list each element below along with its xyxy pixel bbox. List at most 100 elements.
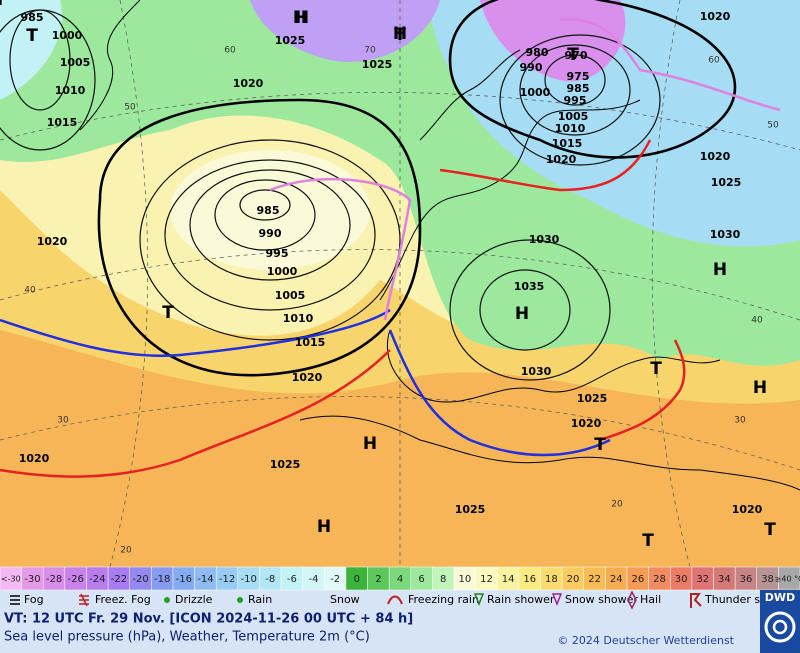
pressure-center: T	[650, 359, 662, 379]
legend-icon	[79, 593, 89, 607]
scale-label: -6	[287, 574, 297, 585]
scale-label: -8	[265, 574, 275, 585]
isobar-label: 1010	[283, 312, 314, 325]
legend-icon	[627, 590, 637, 610]
isobar-label: 1020	[37, 235, 68, 248]
legend-label: Freez. Fog	[95, 593, 151, 606]
scale-label: 24	[610, 574, 623, 585]
isobar-label: 1025	[275, 34, 306, 47]
legend-icon	[473, 593, 485, 607]
map: 9851000100510101015H10251020H10259809909…	[0, 0, 800, 567]
isobar-label: 1000	[267, 265, 298, 278]
description: Sea level pressure (hPa), Weather, Tempe…	[4, 630, 370, 645]
legend-icon	[551, 593, 563, 607]
logo-swirl	[764, 611, 796, 643]
pressure-center: T	[642, 531, 654, 551]
scale-label: -18	[154, 574, 170, 585]
isobar-label: 1020	[700, 150, 731, 163]
scale-label: 32	[696, 574, 709, 585]
cold-front	[0, 308, 391, 357]
isobar-label: 1005	[558, 110, 589, 123]
pressure-center: H	[293, 8, 307, 28]
scale-label: 28	[653, 574, 666, 585]
scale-label: -22	[111, 574, 127, 585]
isobar-label: 1020	[19, 452, 50, 465]
graticule-label: 60	[708, 56, 720, 66]
isobar-label: 1025	[270, 458, 301, 471]
scale-label: 10	[458, 574, 471, 585]
isobar-label: 1020	[292, 371, 323, 384]
isobar-label: 1015	[47, 116, 78, 129]
logo-swirl	[772, 619, 788, 635]
warm-front	[439, 139, 652, 192]
isobar-label: 1025	[711, 176, 742, 189]
graticule-label: 50	[124, 103, 136, 113]
pressure-center: H	[317, 517, 331, 537]
isobar-label: 985	[567, 82, 590, 95]
weather-legend: Fog Freez. Fog Drizzle Rain Snow Freezing rai…	[10, 590, 786, 610]
legend-label: Rain	[248, 593, 272, 606]
isobar-label: 1015	[295, 336, 326, 349]
isobar-label: 1005	[60, 56, 91, 69]
temperature-scale: <-30 -30 -28 -26 -24 -22 -20 -18 -16 -14 -12 -10 -8-…	[0, 566, 800, 591]
isobar-label: 1010	[555, 122, 586, 135]
pressure-center: H	[753, 378, 767, 398]
scale-label: -12	[219, 574, 235, 585]
isobar-label: 1000	[520, 86, 551, 99]
isobar-label: 980	[526, 46, 549, 59]
isobar-label: 990	[520, 61, 543, 74]
isobar-label: 1030	[529, 233, 560, 246]
isobar-label: 1020	[732, 503, 763, 516]
valid-time: VT: 12 UTC Fr. 29 Nov. [ICON 2024-11-26 …	[4, 612, 413, 627]
scale-label: 8	[440, 574, 446, 585]
occluded-front	[269, 177, 412, 321]
graticule-label: 30	[57, 416, 69, 426]
scale-label: -28	[46, 574, 62, 585]
scale-label: 18	[545, 574, 558, 585]
copyright: © 2024 Deutscher Wetterdienst	[557, 634, 734, 647]
map-labels: 9851000100510101015H10251020H10259809909…	[0, 0, 779, 556]
scale-label: 4	[397, 574, 403, 585]
isobar-label: 1015	[552, 137, 583, 150]
scale-label: 22	[588, 574, 601, 585]
isobar-label: 995	[266, 247, 289, 260]
pressure-center: T	[26, 26, 38, 46]
isobar-label: 1020	[700, 10, 731, 23]
isobar-label: 1020	[233, 77, 264, 90]
pressure-center: H	[393, 24, 407, 44]
graticule-label: 30	[734, 416, 746, 426]
isobar-label: 985	[21, 11, 44, 24]
graticule-label: 40	[24, 286, 36, 296]
scale-label: -26	[68, 574, 84, 585]
scale-label: 16	[523, 574, 536, 585]
occluded-front	[559, 18, 781, 112]
legend-label: Snow shower	[565, 593, 638, 606]
isobar-label: 970	[565, 49, 588, 62]
isobar-label: 1030	[521, 365, 552, 378]
logo: DWD	[765, 591, 795, 604]
legend-icon	[164, 597, 170, 603]
isobar-label: 1020	[571, 417, 602, 430]
isobar-label: 1010	[55, 84, 86, 97]
scale-label: -2	[330, 574, 340, 585]
pressure-center: H	[295, 8, 309, 28]
isobar-label: 1035	[514, 280, 545, 293]
scale-label: 6	[418, 574, 424, 585]
isobar-label: 1000	[52, 29, 83, 42]
scale-label: -4	[309, 574, 319, 585]
scale-label: 0	[354, 574, 360, 585]
graticule-label: 40	[751, 316, 763, 326]
scale-label: -24	[89, 574, 105, 585]
scale-label: 38	[761, 574, 774, 585]
legend-label: Hail	[640, 593, 661, 606]
legend-icon	[237, 597, 243, 603]
legend-icon	[690, 593, 702, 608]
pressure-center: T	[394, 25, 406, 45]
scale-label: 2	[375, 574, 381, 585]
pressure-center: T	[162, 303, 174, 323]
scale-label: 14	[502, 574, 515, 585]
isobar-label: 985	[257, 204, 280, 217]
graticule-label: 60	[224, 46, 236, 56]
graticule-label: 70	[364, 46, 376, 56]
